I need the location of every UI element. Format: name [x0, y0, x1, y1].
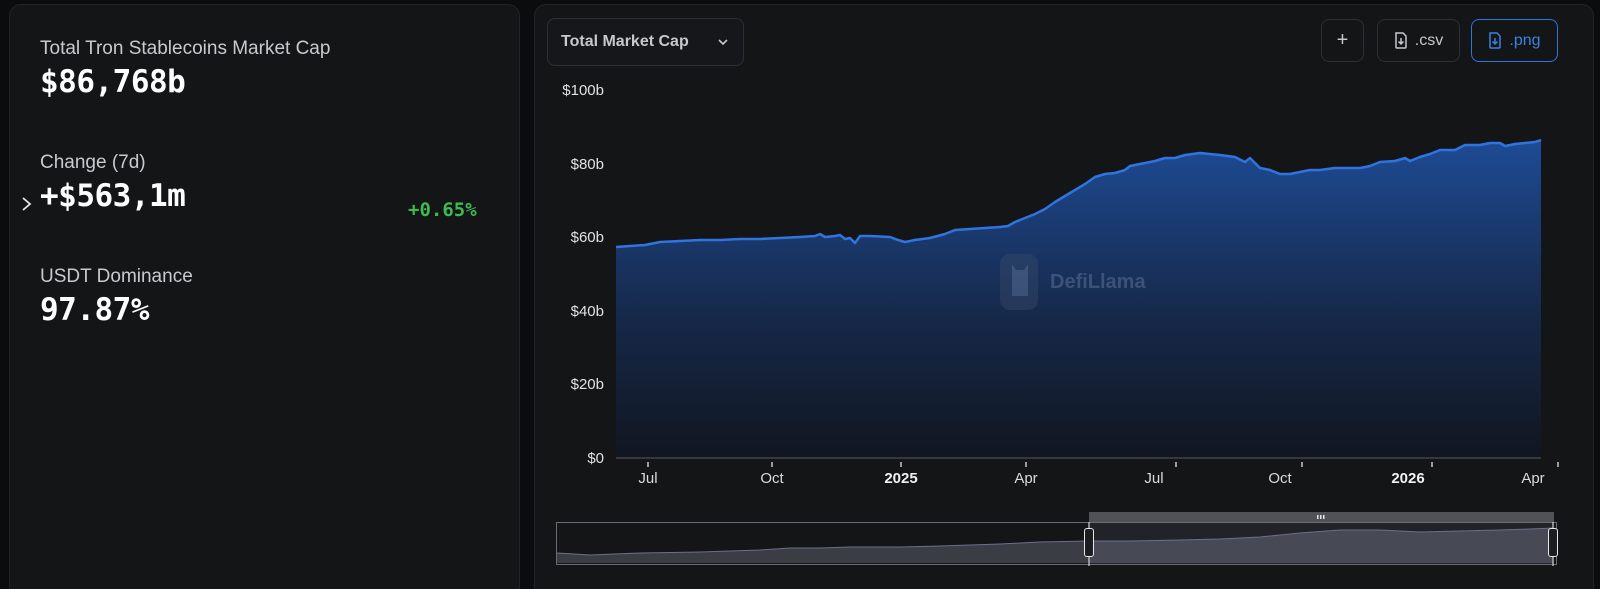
x-tick-2025: 2025	[884, 470, 918, 487]
file-download-icon	[1395, 32, 1407, 49]
png-label: .png	[1509, 31, 1541, 49]
y-tick-80b: $80b	[570, 156, 604, 173]
chevron-down-icon	[718, 39, 728, 46]
x-axis-ticks	[647, 462, 1559, 467]
download-png-button[interactable]: .png	[1471, 19, 1558, 62]
x-tick-jul-2025: Jul	[1144, 470, 1164, 487]
metric-select[interactable]: Total Market Cap	[547, 18, 744, 66]
metric-select-label: Total Market Cap	[561, 33, 689, 50]
plus-icon: +	[1336, 29, 1349, 51]
change-7d-stat[interactable]: Change (7d) +$563,1m	[40, 152, 186, 214]
change-7d-label: Change (7d)	[40, 152, 146, 173]
x-tick-jul-2024: Jul	[638, 470, 658, 487]
area-fill	[616, 140, 1541, 458]
chevron-right-icon[interactable]	[20, 195, 34, 213]
y-tick-0: $0	[587, 450, 604, 467]
change-7d-value: +$563,1m	[40, 178, 186, 214]
x-tick-apr-2025: Apr	[1014, 470, 1038, 487]
y-tick-20b: $20b	[570, 376, 604, 393]
market-cap-line	[615, 138, 1542, 249]
total-market-cap-stat: Total Tron Stablecoins Market Cap $86,76…	[40, 39, 330, 98]
change-7d-percent: +0.65%	[408, 199, 477, 221]
summary-panel: Total Tron Stablecoins Market Cap $86,76…	[9, 4, 520, 589]
x-tick-2026: 2026	[1391, 470, 1425, 487]
llama-logo-icon	[1000, 254, 1038, 310]
defillama-watermark: DefiLlama	[998, 252, 1146, 312]
total-market-cap-label: Total Tron Stablecoins Market Cap	[40, 38, 331, 59]
x-tick-apr-2026: Apr	[1521, 470, 1545, 487]
download-csv-button[interactable]: .csv	[1377, 19, 1460, 62]
usdt-dominance-label: USDT Dominance	[40, 266, 193, 287]
brush-handle-left[interactable]	[1084, 528, 1094, 557]
y-tick-40b: $40b	[570, 303, 604, 320]
file-download-icon	[1489, 32, 1502, 49]
y-tick-100b: $100b	[562, 82, 604, 99]
brush-drag-bar[interactable]	[1089, 512, 1553, 522]
x-tick-oct-2024: Oct	[760, 470, 784, 487]
csv-label: .csv	[1414, 31, 1444, 49]
add-button[interactable]: +	[1321, 19, 1364, 62]
watermark-text: DefiLlama	[1050, 270, 1146, 293]
y-tick-60b: $60b	[570, 229, 604, 246]
brush-handle-right[interactable]	[1548, 528, 1558, 557]
x-tick-oct-2025: Oct	[1268, 470, 1292, 487]
total-market-cap-value: $86,768b	[40, 64, 186, 100]
usdt-dominance-stat: USDT Dominance 97.87%	[40, 267, 193, 326]
usdt-dominance-value: 97.87%	[40, 292, 149, 328]
